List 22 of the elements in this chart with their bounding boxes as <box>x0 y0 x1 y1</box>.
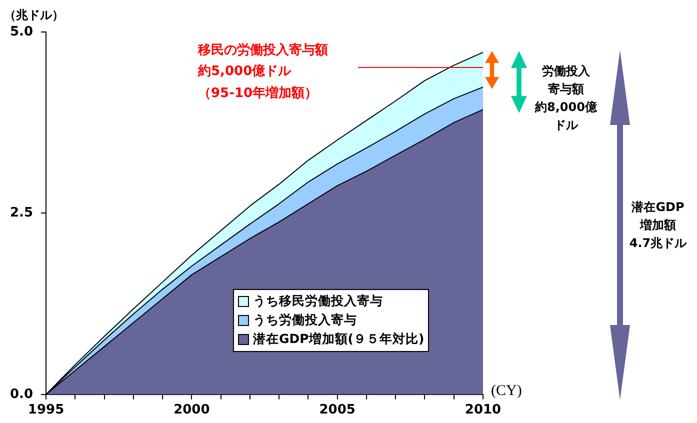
annotation: 約5,000億ドル <box>198 62 292 82</box>
x-tick-label: 2010 <box>464 402 502 418</box>
text: 増加額 <box>638 217 677 234</box>
annotation: 移民の労働投入寄与額 <box>198 42 328 60</box>
legend-label: うち移民労働投入寄与 <box>253 293 383 310</box>
text: 潜在GDP <box>630 199 686 216</box>
y-tick-label: 0.0 <box>10 386 34 402</box>
text: 4.7兆ドル <box>628 235 688 252</box>
text: 労働投入 <box>541 63 591 80</box>
x-axis-title: (CY) <box>491 382 522 402</box>
legend-label: 潜在GDP増加額(９５年対比) <box>253 331 424 348</box>
text: 約8,000億 <box>534 99 598 116</box>
x-tick-label: 1995 <box>28 402 64 418</box>
x-tick-label: 2000 <box>174 402 210 418</box>
annotation: （95-10年増加額） <box>198 84 319 103</box>
text: ドル <box>553 117 580 134</box>
text: 寄与額 <box>547 81 585 98</box>
y-tick-label: 2.5 <box>10 206 34 221</box>
y-axis-title: （兆ドル） <box>4 7 64 24</box>
y-tick-label: 5.0 <box>10 24 34 40</box>
x-tick-label: 2005 <box>319 402 356 418</box>
legend-label: うち労働投入寄与 <box>253 312 357 330</box>
